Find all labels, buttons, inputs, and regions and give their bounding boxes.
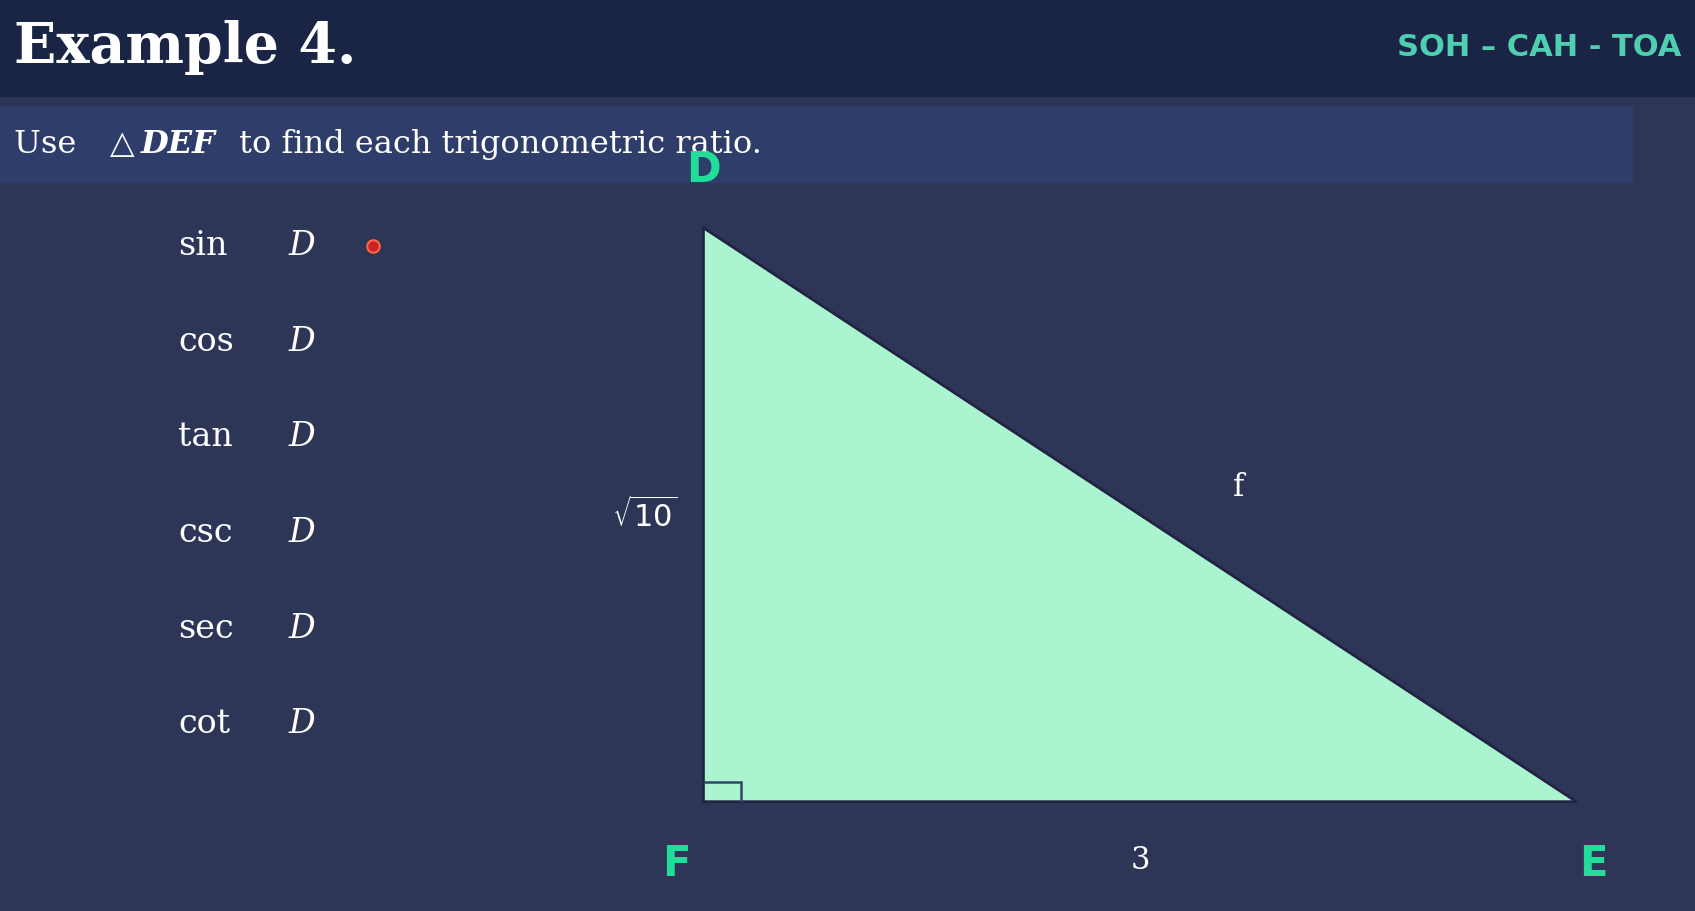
Text: D: D xyxy=(288,708,315,741)
Text: Example 4.: Example 4. xyxy=(14,20,356,76)
Text: D: D xyxy=(288,612,315,645)
Text: Use: Use xyxy=(14,129,86,160)
Text: D: D xyxy=(288,421,315,454)
Text: DEF: DEF xyxy=(141,129,215,160)
Text: F: F xyxy=(663,843,690,885)
Text: △: △ xyxy=(110,129,136,160)
Text: sin: sin xyxy=(178,230,227,262)
Bar xyxy=(0,0,1695,96)
Text: D: D xyxy=(288,517,315,549)
Text: E: E xyxy=(1580,843,1607,885)
Text: SOH – CAH - TOA: SOH – CAH - TOA xyxy=(1397,34,1681,62)
Text: csc: csc xyxy=(178,517,232,549)
Text: 3: 3 xyxy=(1131,845,1149,876)
Text: cot: cot xyxy=(178,708,231,741)
Text: D: D xyxy=(686,149,720,191)
Polygon shape xyxy=(703,228,1576,802)
Text: sec: sec xyxy=(178,612,234,645)
Text: f: f xyxy=(1232,472,1244,503)
Text: tan: tan xyxy=(178,421,232,454)
Text: D: D xyxy=(288,230,315,262)
Text: cos: cos xyxy=(178,325,234,358)
Bar xyxy=(0,107,1632,182)
Text: $\sqrt{10}$: $\sqrt{10}$ xyxy=(612,496,678,533)
Text: D: D xyxy=(288,325,315,358)
Text: to find each trigonometric ratio.: to find each trigonometric ratio. xyxy=(229,129,761,160)
